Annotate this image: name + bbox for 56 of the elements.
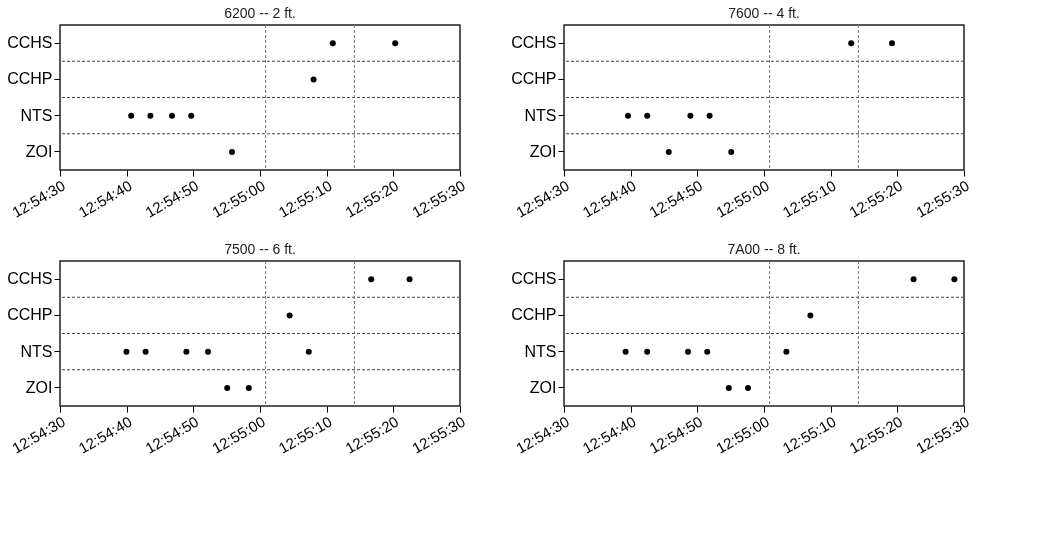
point [169,112,176,119]
point [910,276,917,283]
point [625,112,632,119]
y-tick-label: CCHP [511,306,557,324]
point [665,148,672,155]
chart-title: 7A00 -- 8 ft. [727,240,801,257]
y-tick-label: ZOI [25,142,53,160]
point [147,112,154,119]
y-tick-label: ZOI [529,142,557,160]
y-tick-label: CCHP [7,306,53,324]
point [183,348,190,355]
point [783,348,790,355]
chart-title: 7500 -- 6 ft. [224,240,296,257]
chart-title: 7600 -- 4 ft. [728,4,800,21]
point [368,276,375,283]
point [951,276,958,283]
point [725,384,732,391]
point [229,148,235,155]
point [622,348,629,355]
point [188,112,195,119]
y-tick-label: CCHP [7,70,53,88]
point [644,348,651,355]
point [305,348,312,355]
y-tick-label: NTS [20,342,53,360]
point [685,348,692,355]
y-tick-label: NTS [524,106,557,124]
point [245,384,252,391]
point [205,348,212,355]
point [329,40,336,47]
point [128,112,135,119]
point [704,348,711,355]
point [224,384,231,391]
point [392,40,399,47]
point [142,348,149,355]
chart-title: 6200 -- 2 ft. [224,4,296,21]
point [745,384,751,391]
y-tick-label: CCHS [511,34,557,52]
point [706,112,713,119]
point [889,40,895,47]
y-tick-label: CCHS [7,270,53,288]
y-tick-label: CCHS [7,34,53,52]
y-tick-label: NTS [20,106,53,124]
point [644,112,651,119]
point [848,40,855,47]
y-tick-label: ZOI [529,378,557,396]
point [406,276,413,283]
point [123,348,130,355]
point [687,112,694,119]
y-tick-label: ZOI [25,378,53,396]
y-tick-label: CCHP [511,70,557,88]
y-tick-label: CCHS [511,270,557,288]
point [310,76,317,83]
y-tick-label: NTS [524,342,557,360]
point [807,312,814,319]
point [728,148,735,155]
point [286,312,293,319]
